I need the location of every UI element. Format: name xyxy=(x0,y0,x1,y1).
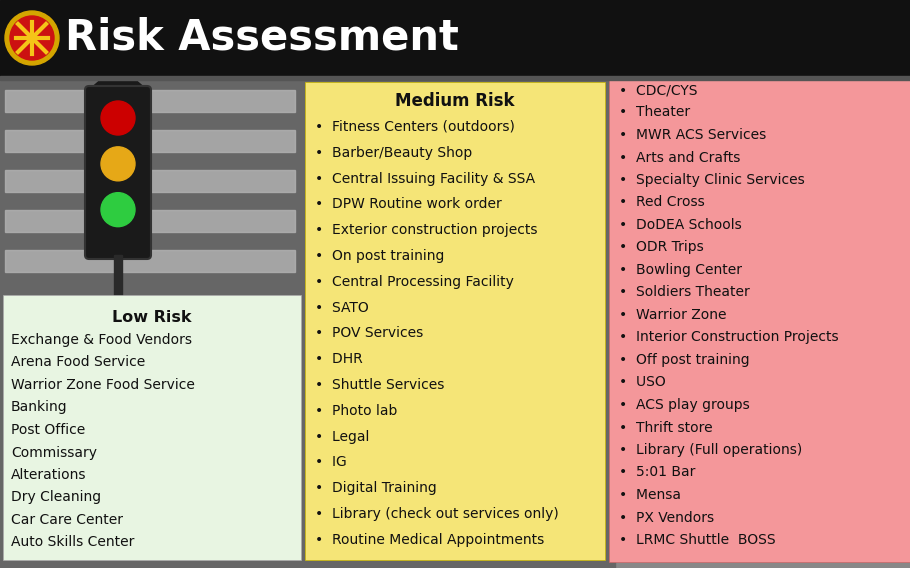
Text: •  Mensa: • Mensa xyxy=(619,488,681,502)
Text: •  LRMC Shuttle  BOSS: • LRMC Shuttle BOSS xyxy=(619,533,775,547)
Bar xyxy=(5,170,295,192)
Circle shape xyxy=(101,101,135,135)
Text: Exchange & Food Vendors: Exchange & Food Vendors xyxy=(11,333,192,347)
Bar xyxy=(0,0,910,76)
FancyBboxPatch shape xyxy=(305,82,605,560)
Text: •  Thrift store: • Thrift store xyxy=(619,420,713,435)
Text: •  Interior Construction Projects: • Interior Construction Projects xyxy=(619,331,839,345)
Text: •  USO: • USO xyxy=(619,375,666,390)
Text: Commissary: Commissary xyxy=(11,445,97,460)
Text: •  Red Cross: • Red Cross xyxy=(619,195,704,210)
Text: •  Central Processing Facility: • Central Processing Facility xyxy=(315,275,514,289)
Text: •  ODR Trips: • ODR Trips xyxy=(619,240,703,254)
Text: Warrior Zone Food Service: Warrior Zone Food Service xyxy=(11,378,195,392)
Bar xyxy=(0,76,910,80)
Text: Low Risk: Low Risk xyxy=(112,310,192,325)
Text: •  Shuttle Services: • Shuttle Services xyxy=(315,378,444,392)
Text: Arena Food Service: Arena Food Service xyxy=(11,356,146,370)
Text: Medium Risk: Medium Risk xyxy=(395,92,515,110)
Text: •  PX Vendors: • PX Vendors xyxy=(619,511,714,524)
Text: •  Barber/Beauty Shop: • Barber/Beauty Shop xyxy=(315,146,472,160)
Circle shape xyxy=(5,11,59,65)
Text: •  DoDEA Schools: • DoDEA Schools xyxy=(619,218,742,232)
Text: •  IG: • IG xyxy=(315,456,347,469)
Text: •  Exterior construction projects: • Exterior construction projects xyxy=(315,223,538,237)
FancyBboxPatch shape xyxy=(85,86,151,259)
Text: Auto Skills Center: Auto Skills Center xyxy=(11,536,135,549)
Text: •  Warrior Zone: • Warrior Zone xyxy=(619,308,726,322)
Bar xyxy=(0,75,615,568)
Text: •  Fitness Centers (indoors): • Fitness Centers (indoors) xyxy=(619,38,809,52)
Text: •  SATO: • SATO xyxy=(315,300,369,315)
Text: Dry Cleaning: Dry Cleaning xyxy=(11,491,101,504)
Circle shape xyxy=(101,147,135,181)
Text: •  DHR: • DHR xyxy=(315,352,363,366)
Text: •  Fitness Centers (outdoors): • Fitness Centers (outdoors) xyxy=(315,120,515,134)
Text: •  ACS play groups: • ACS play groups xyxy=(619,398,750,412)
Polygon shape xyxy=(89,65,147,90)
Text: •  Digital Training: • Digital Training xyxy=(315,481,437,495)
Text: •  Legal: • Legal xyxy=(315,429,369,444)
Text: •  Routine Medical Appointments: • Routine Medical Appointments xyxy=(315,533,544,547)
Bar xyxy=(5,210,295,232)
Circle shape xyxy=(101,193,135,227)
Text: •  MWR ACS Services: • MWR ACS Services xyxy=(619,128,766,142)
Text: •  Arts and Crafts: • Arts and Crafts xyxy=(619,151,741,165)
Bar xyxy=(5,130,295,152)
Text: •  Photo lab: • Photo lab xyxy=(315,404,398,418)
FancyBboxPatch shape xyxy=(3,295,301,560)
FancyBboxPatch shape xyxy=(609,0,910,562)
Text: High Risk: High Risk xyxy=(715,10,804,28)
Text: Car Care Center: Car Care Center xyxy=(11,513,123,527)
Text: •  Library (Full operations): • Library (Full operations) xyxy=(619,443,803,457)
Text: Risk Assessment: Risk Assessment xyxy=(65,17,459,59)
Text: •  Soldiers Theater: • Soldiers Theater xyxy=(619,286,750,299)
Text: •  Bowling Center: • Bowling Center xyxy=(619,263,742,277)
Text: •  Central Issuing Facility & SSA: • Central Issuing Facility & SSA xyxy=(315,172,535,186)
Text: •  DPW Routine work order: • DPW Routine work order xyxy=(315,198,501,211)
Text: Post Office: Post Office xyxy=(11,423,86,437)
Bar xyxy=(5,250,295,272)
Text: •  Off post training: • Off post training xyxy=(619,353,750,367)
Bar xyxy=(114,255,122,305)
Text: •  CDC/CYS: • CDC/CYS xyxy=(619,83,697,97)
Text: •  Specialty Clinic Services: • Specialty Clinic Services xyxy=(619,173,804,187)
Text: •  5:01 Bar: • 5:01 Bar xyxy=(619,466,695,479)
Circle shape xyxy=(10,16,54,60)
Text: Alterations: Alterations xyxy=(11,468,86,482)
Text: •  On post training: • On post training xyxy=(315,249,444,263)
Bar xyxy=(5,90,295,112)
Text: •  Library (check out services only): • Library (check out services only) xyxy=(315,507,559,521)
Text: •  Religious Services: • Religious Services xyxy=(619,61,761,74)
Text: •  POV Services: • POV Services xyxy=(315,327,423,340)
Text: •  Theater: • Theater xyxy=(619,106,690,119)
Text: Banking: Banking xyxy=(11,400,67,415)
